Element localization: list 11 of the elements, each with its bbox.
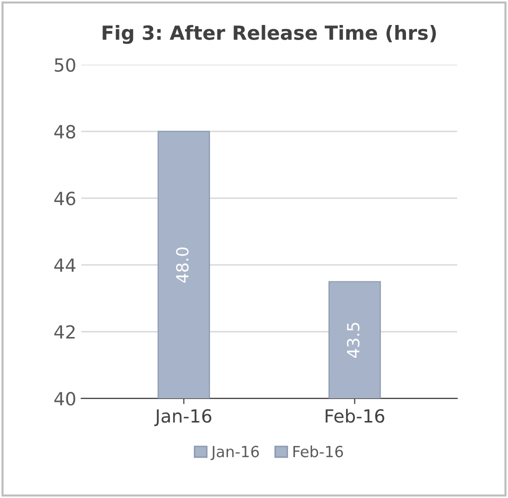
legend-label: Feb-16 [293,446,343,458]
legend-label: Jan-16 [210,446,259,460]
y-tick-label: 40 [54,392,76,406]
y-tick-label: 50 [54,58,76,72]
y-tick-label: 46 [54,192,76,206]
chart-title: Fig 3: After Release Time (hrs) [102,24,436,44]
y-tick-label: 44 [54,258,76,272]
y-tick-label: 48 [54,124,76,139]
data-label: 43.5 [346,322,360,358]
data-label: 48.0 [176,247,189,283]
y-tick-label: 42 [54,325,75,339]
